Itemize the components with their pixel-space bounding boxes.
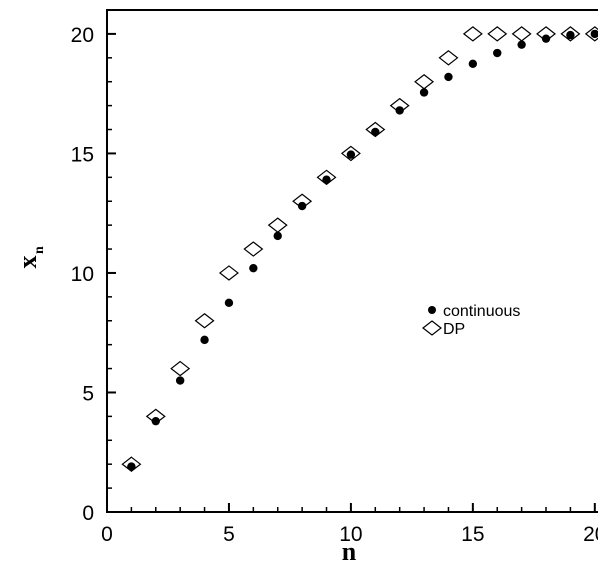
y-tick-label: 15 bbox=[71, 143, 94, 166]
continuous-point bbox=[493, 48, 502, 58]
continuous-point bbox=[566, 30, 575, 40]
tick-labels: 0 5 10 15 20 0 5 10 15 20 bbox=[71, 24, 598, 546]
continuous-point bbox=[127, 462, 136, 471]
continuous-point bbox=[322, 175, 331, 184]
y-axis-title-main: x bbox=[13, 256, 42, 269]
y-tick-label: 0 bbox=[82, 502, 94, 525]
legend-label-continuous: continuous bbox=[443, 303, 520, 320]
continuous-point bbox=[444, 72, 453, 82]
legend: continuous DP bbox=[422, 303, 520, 338]
legend-label-dp: DP bbox=[443, 321, 465, 338]
continuous-point bbox=[249, 263, 258, 273]
continuous-point bbox=[297, 201, 307, 211]
x-axis-title: n bbox=[342, 537, 357, 566]
continuous-point bbox=[590, 29, 598, 39]
legend-marker-continuous bbox=[428, 306, 436, 314]
legend-marker-dp bbox=[422, 320, 442, 336]
dp-point bbox=[218, 265, 239, 281]
continuous-point bbox=[224, 298, 234, 308]
y-tick-label: 5 bbox=[82, 382, 94, 405]
dp-point bbox=[438, 50, 459, 66]
continuous-point bbox=[517, 40, 526, 49]
dp-point bbox=[243, 241, 264, 257]
continuous-point bbox=[541, 34, 551, 43]
x-tick-label: 10 bbox=[339, 523, 362, 546]
y-axis-title: x n bbox=[13, 246, 47, 269]
y-tick-label: 10 bbox=[71, 263, 94, 286]
dp-point bbox=[487, 26, 508, 42]
x-tick-label: 0 bbox=[101, 523, 113, 546]
series-layer bbox=[121, 26, 598, 472]
continuous-point bbox=[273, 231, 282, 241]
continuous-point bbox=[395, 106, 404, 115]
continuous-point bbox=[346, 150, 356, 159]
dp-point bbox=[170, 360, 191, 377]
continuous-point bbox=[468, 59, 478, 68]
continuous-point bbox=[371, 127, 380, 137]
continuous-point bbox=[175, 376, 185, 385]
dp-point bbox=[462, 26, 483, 42]
plot-frame bbox=[106, 9, 598, 513]
axis-ticks bbox=[106, 32, 596, 513]
x-tick-label: 20 bbox=[583, 523, 598, 546]
continuous-point bbox=[151, 416, 160, 426]
y-axis-title-subscript: n bbox=[32, 246, 47, 254]
x-tick-label: 15 bbox=[461, 523, 484, 546]
continuous-point bbox=[419, 88, 429, 97]
x-tick-label: 5 bbox=[223, 523, 235, 546]
dp-point bbox=[511, 26, 532, 42]
dp-point bbox=[194, 313, 215, 329]
dp-point bbox=[267, 217, 288, 233]
y-tick-label: 20 bbox=[71, 24, 94, 47]
dp-point bbox=[414, 73, 435, 90]
continuous-point bbox=[200, 335, 209, 345]
